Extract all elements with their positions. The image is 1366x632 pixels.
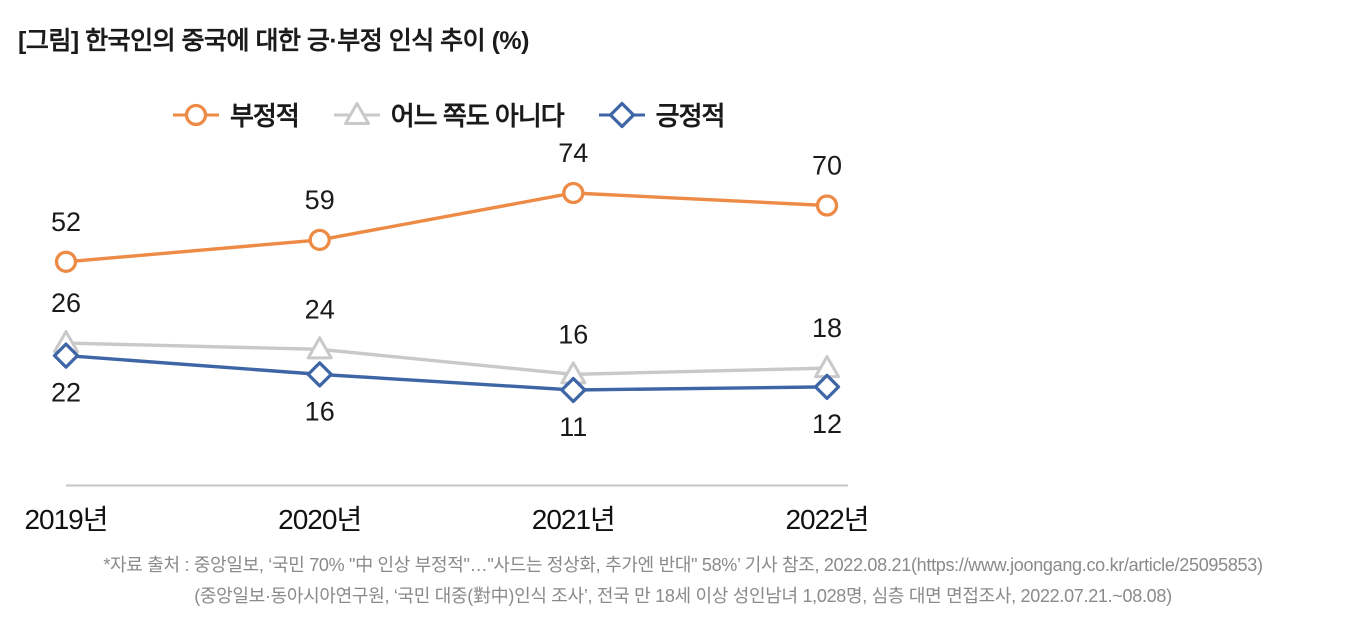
legend-label: 부정적 bbox=[230, 101, 300, 131]
circle-marker bbox=[184, 103, 208, 126]
data-point-label: 16 bbox=[305, 396, 335, 426]
series-line bbox=[65, 341, 828, 377]
source-citation-line-1: *자료 출처 : 중앙일보, ‘국민 70% "中 인상 부정적"…"사드는 정… bbox=[103, 555, 1263, 575]
data-point-label: 18 bbox=[812, 313, 842, 343]
source-citation-line-2: (중앙일보·동아시아연구원, ‘국민 대중(對中)인식 조사’, 전국 만 18… bbox=[194, 586, 1172, 606]
data-point-label: 24 bbox=[305, 294, 335, 324]
data-point-label: 26 bbox=[51, 288, 81, 318]
legend-item-3: 긍정적 bbox=[598, 96, 725, 133]
source-citation: *자료 출처 : 중앙일보, ‘국민 70% "中 인상 부정적"…"사드는 정… bbox=[0, 550, 1366, 612]
data-point-label: 22 bbox=[51, 378, 81, 408]
legend-label: 긍정적 bbox=[655, 101, 726, 131]
diamond-marker bbox=[306, 361, 333, 388]
data-point-label: 70 bbox=[812, 151, 842, 181]
x-axis-label: 2019년 bbox=[24, 504, 107, 535]
circle-marker bbox=[54, 250, 78, 273]
triangle-marker bbox=[306, 336, 333, 360]
series-line bbox=[65, 353, 828, 392]
diamond-marker bbox=[608, 101, 635, 128]
circle-marker bbox=[308, 228, 331, 252]
x-axis-label: 2022년 bbox=[785, 504, 868, 535]
data-point-label: 16 bbox=[558, 319, 588, 349]
diamond-marker bbox=[52, 342, 80, 369]
chart-legend: 부정적 어느 쪽도 아니다 긍정적 bbox=[172, 96, 725, 133]
chart-title: [그림] 한국인의 중국에 대한 긍·부정 인식 추이 (%) bbox=[18, 27, 529, 55]
data-point-label: 11 bbox=[559, 412, 587, 442]
data-point-label: 59 bbox=[305, 185, 335, 215]
triangle-legend-icon bbox=[333, 101, 380, 125]
triangle-marker bbox=[343, 101, 370, 125]
circle-marker bbox=[562, 181, 585, 205]
legend-item-2: 어느 쪽도 아니다 bbox=[333, 96, 565, 133]
diamond-legend-icon bbox=[598, 101, 645, 128]
legend-item-1: 부정적 bbox=[172, 96, 300, 133]
x-axis-label: 2021년 bbox=[532, 504, 615, 535]
circle-marker bbox=[815, 194, 839, 217]
data-point-label: 52 bbox=[51, 207, 81, 237]
data-point-label: 12 bbox=[812, 409, 842, 439]
legend-label: 어느 쪽도 아니다 bbox=[390, 101, 565, 131]
data-point-label: 74 bbox=[558, 138, 588, 168]
circle-legend-icon bbox=[173, 103, 219, 126]
series-line bbox=[65, 191, 828, 264]
diamond-marker bbox=[813, 373, 841, 401]
x-axis-label: 2020년 bbox=[278, 504, 361, 535]
diamond-marker bbox=[560, 376, 587, 404]
